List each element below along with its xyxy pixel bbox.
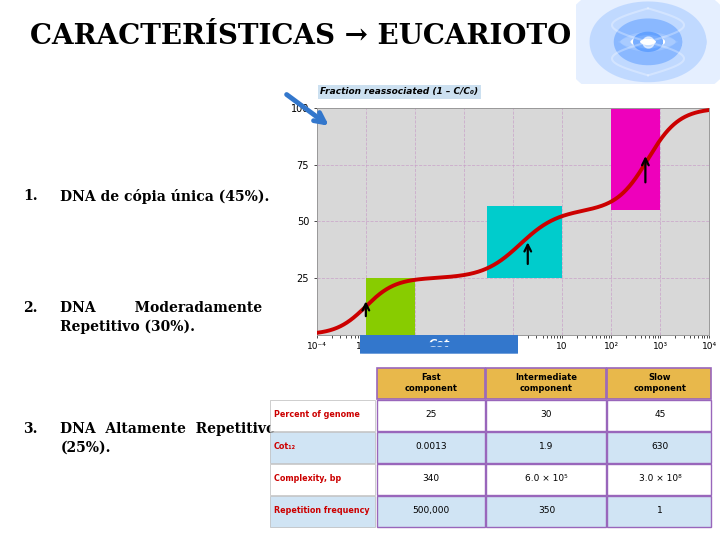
Text: Repetition frequency: Repetition frequency xyxy=(274,506,369,515)
Text: 45: 45 xyxy=(654,410,665,420)
Text: DNA  Altamente  Repetitivo
(25%).: DNA Altamente Repetitivo (25%). xyxy=(60,422,276,454)
Text: 500,000: 500,000 xyxy=(413,506,450,515)
Text: Percent of genome: Percent of genome xyxy=(274,410,359,420)
Text: DNA de cópia única (45%).: DNA de cópia única (45%). xyxy=(60,189,270,204)
Text: 3.: 3. xyxy=(23,422,37,436)
Text: Complexity, bp: Complexity, bp xyxy=(274,474,341,483)
Text: Cot₁₂: Cot₁₂ xyxy=(274,442,296,451)
Text: 25: 25 xyxy=(426,410,437,420)
Bar xyxy=(487,206,562,278)
Text: 350: 350 xyxy=(538,506,555,515)
Text: 2.: 2. xyxy=(23,301,37,315)
Text: 1.: 1. xyxy=(23,189,38,203)
Text: 30: 30 xyxy=(541,410,552,420)
Text: 3.0 × 10⁸: 3.0 × 10⁸ xyxy=(639,474,681,483)
Text: 630: 630 xyxy=(652,442,668,451)
Text: DNA        Moderadamente
Repetitivo (30%).: DNA Moderadamente Repetitivo (30%). xyxy=(60,301,263,334)
Text: Fraction reassociated (1 – C/C₀): Fraction reassociated (1 – C/C₀) xyxy=(320,87,479,96)
Text: Slow
component: Slow component xyxy=(634,373,686,393)
FancyBboxPatch shape xyxy=(355,335,523,354)
Text: Fast
component: Fast component xyxy=(405,373,458,393)
Text: Cot: Cot xyxy=(428,339,450,349)
Bar xyxy=(611,108,660,210)
Text: 1: 1 xyxy=(657,506,662,515)
Bar xyxy=(366,278,415,335)
Text: 0.0013: 0.0013 xyxy=(415,442,447,451)
Text: 6.0 × 10⁵: 6.0 × 10⁵ xyxy=(525,474,568,483)
Text: CARACTERÍSTICAS → EUCARIOTO: CARACTERÍSTICAS → EUCARIOTO xyxy=(30,23,571,50)
Text: 1.9: 1.9 xyxy=(539,442,554,451)
Text: Intermediate
component: Intermediate component xyxy=(516,373,577,393)
Text: 340: 340 xyxy=(423,474,440,483)
